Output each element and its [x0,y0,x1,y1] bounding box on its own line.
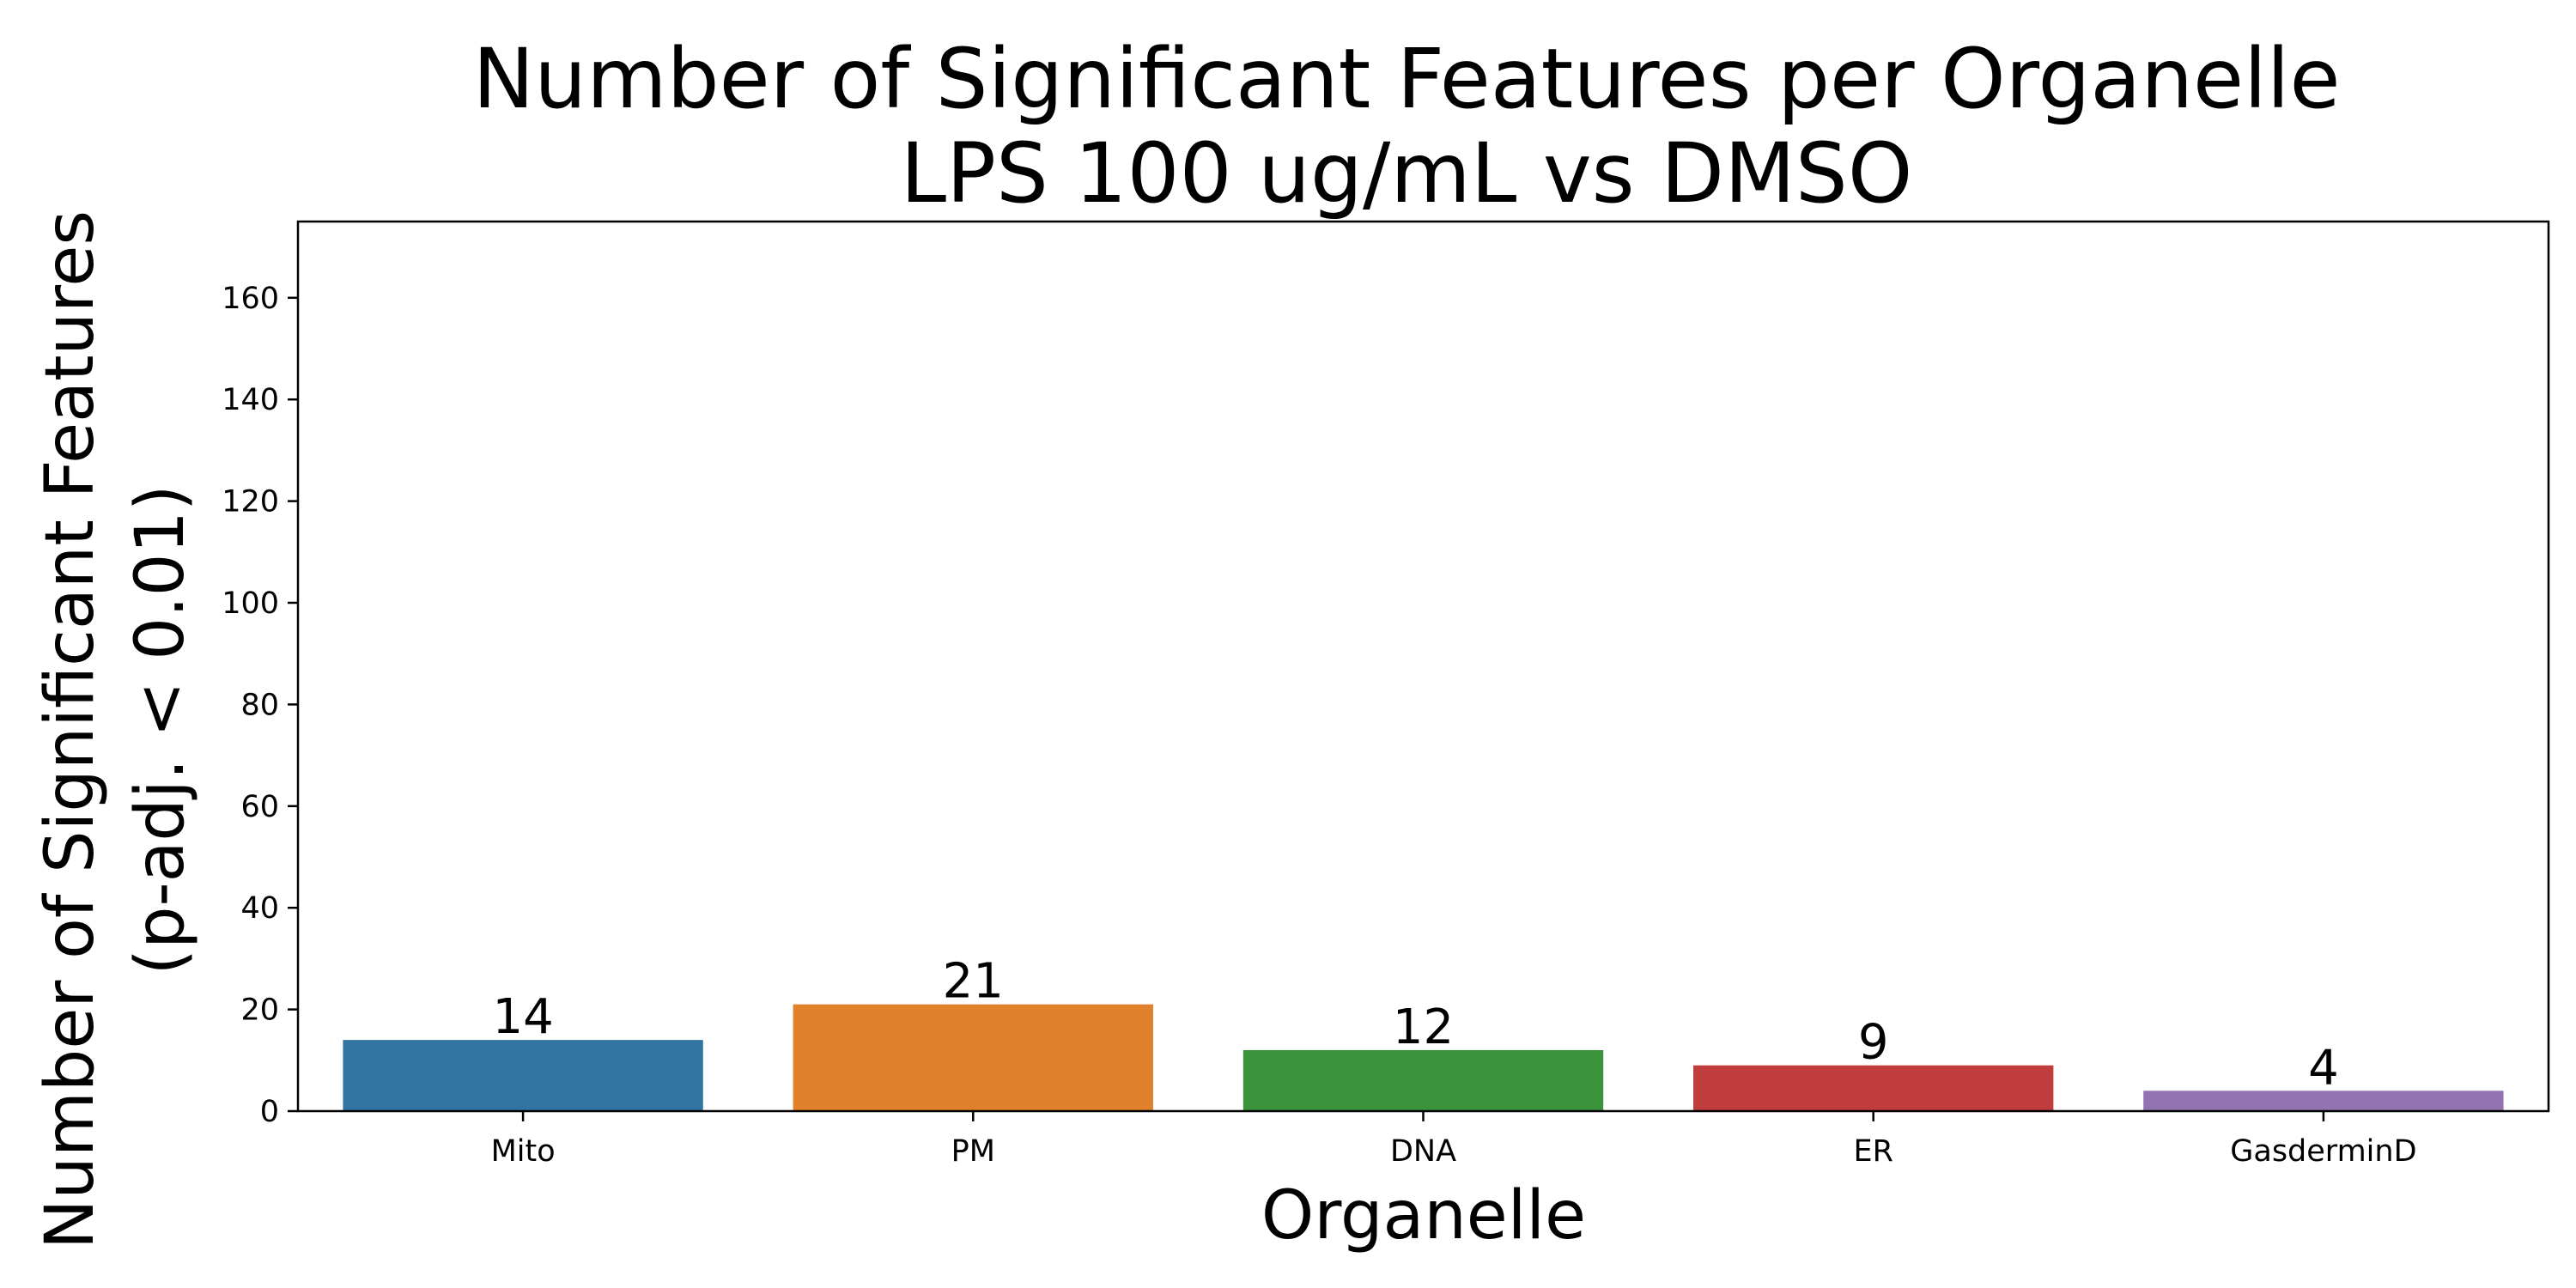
y-tick-label-20: 20 [240,993,279,1028]
chart-title: Number of Significant Features per Organ… [472,31,2340,127]
bars-group [343,1004,2504,1111]
data-label-pm: 21 [943,954,1004,1010]
y-tick-label-120: 120 [222,485,279,519]
y-ticks-group: 0 20 40 60 80 100 120 140 160 [222,282,298,1129]
y-tick-label-80: 80 [240,688,279,722]
x-tick-label-er: ER [1853,1134,1893,1169]
data-label-mito: 14 [492,989,553,1045]
y-axis-label-line2: (p-adj. < 0.01) [122,485,199,975]
x-axis-label: Organelle [1261,1177,1586,1255]
x-ticks-group: Mito PM DNA ER GasderminD [491,1111,2417,1169]
data-labels-group: 14 21 12 9 4 [492,954,2338,1097]
y-tick-label-140: 140 [222,383,279,417]
y-tick-label-60: 60 [240,790,279,824]
x-tick-label-dna: DNA [1390,1134,1456,1169]
y-tick-label-40: 40 [240,891,279,926]
bar-gasdermind [2143,1091,2504,1111]
x-tick-label-gasdermind: GasderminD [2230,1134,2416,1169]
bar-dna [1242,1049,1604,1111]
data-label-dna: 12 [1393,999,1454,1055]
y-axis-label: Number of Significant Features [32,210,109,1249]
bar-pm [793,1004,1153,1111]
data-label-er: 9 [1858,1015,1889,1071]
x-tick-label-mito: Mito [491,1134,556,1169]
y-tick-label-100: 100 [222,586,279,621]
chart-subtitle: LPS 100 ug/mL vs DMSO [901,125,1913,222]
y-tick-label-160: 160 [222,282,279,316]
x-tick-label-pm: PM [951,1134,995,1169]
y-tick-label-0: 0 [260,1095,279,1129]
data-label-gasdermind: 4 [2308,1040,2339,1096]
bar-er [1693,1065,2054,1111]
y-axis-title: Number of Significant Features (p-adj. <… [32,210,199,1249]
plot-frame [296,220,2550,1113]
bar-mito [343,1040,703,1111]
